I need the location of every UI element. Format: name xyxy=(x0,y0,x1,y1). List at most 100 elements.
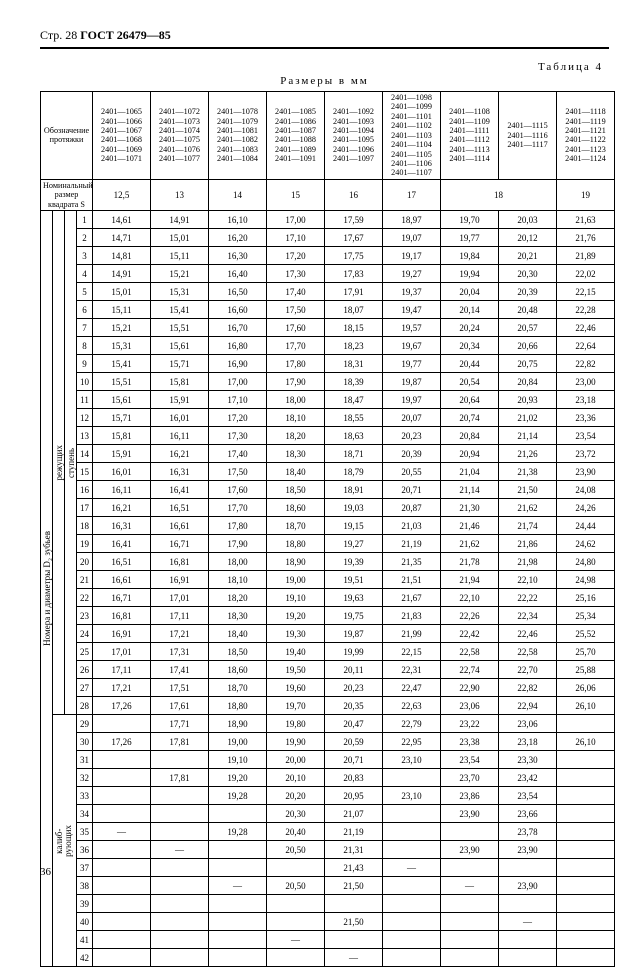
data-cell: 17,51 xyxy=(151,679,209,697)
row-number: 25 xyxy=(77,643,93,661)
row-number: 19 xyxy=(77,535,93,553)
table-row: 2517,0117,3118,5019,4019,9922,1522,5822,… xyxy=(41,643,615,661)
data-cell: 22,64 xyxy=(557,337,615,355)
data-cell: 21,38 xyxy=(499,463,557,481)
data-cell: 18,47 xyxy=(325,391,383,409)
data-cell xyxy=(557,931,615,949)
data-cell: 16,51 xyxy=(151,499,209,517)
data-cell: 18,80 xyxy=(209,697,267,715)
data-cell: 19,84 xyxy=(441,247,499,265)
data-cell: 17,26 xyxy=(93,733,151,751)
data-cell: 18,07 xyxy=(325,301,383,319)
data-cell: 17,21 xyxy=(93,679,151,697)
data-cell xyxy=(151,877,209,895)
data-cell: 20,66 xyxy=(499,337,557,355)
data-cell: 22,26 xyxy=(441,607,499,625)
data-cell: 19,17 xyxy=(383,247,441,265)
data-cell: 20,55 xyxy=(383,463,441,481)
data-cell: 20,24 xyxy=(441,319,499,337)
data-table: Обозначение протяжки 2401—1065 2401—1066… xyxy=(40,91,615,967)
data-cell: 20,50 xyxy=(267,877,325,895)
data-cell: 19,67 xyxy=(383,337,441,355)
data-cell: 19,27 xyxy=(325,535,383,553)
data-cell: 17,70 xyxy=(267,337,325,355)
data-cell: 15,61 xyxy=(151,337,209,355)
data-cell: 22,42 xyxy=(441,625,499,643)
table-row: 1215,7116,0117,2018,1018,5520,0720,7421,… xyxy=(41,409,615,427)
data-cell: 17,61 xyxy=(151,697,209,715)
page-header: Стр. 28 ГОСТ 26479—85 xyxy=(40,28,609,43)
size-cell: 16 xyxy=(325,179,383,210)
data-cell: 18,79 xyxy=(325,463,383,481)
data-cell: 17,20 xyxy=(209,409,267,427)
data-cell: 21,07 xyxy=(325,805,383,823)
data-cell: 20,34 xyxy=(441,337,499,355)
table-row: 2617,1117,4118,6019,5020,1122,3122,7422,… xyxy=(41,661,615,679)
data-cell: 23,90 xyxy=(499,877,557,895)
row-number: 23 xyxy=(77,607,93,625)
data-cell xyxy=(383,931,441,949)
designation-cell: 2401—1078 2401—1079 2401—1081 2401—1082 … xyxy=(209,92,267,180)
data-cell: 26,06 xyxy=(557,679,615,697)
data-cell: 23,66 xyxy=(499,805,557,823)
data-cell: 15,11 xyxy=(93,301,151,319)
data-cell: 17,40 xyxy=(267,283,325,301)
table-row: 3319,2820,2020,9523,1023,8623,54 xyxy=(41,787,615,805)
data-cell: 21,62 xyxy=(499,499,557,517)
data-cell xyxy=(557,769,615,787)
size-cell: 13 xyxy=(151,179,209,210)
data-cell: 19,80 xyxy=(267,715,325,733)
table-row: 915,4115,7116,9017,8018,3119,7720,4420,7… xyxy=(41,355,615,373)
table-row: 2016,5116,8118,0018,9019,3921,3521,7821,… xyxy=(41,553,615,571)
data-cell: 23,54 xyxy=(499,787,557,805)
data-cell: 18,70 xyxy=(267,517,325,535)
data-cell xyxy=(557,913,615,931)
data-cell: 16,71 xyxy=(93,589,151,607)
table-row: 36—20,5021,3123,9023,90 xyxy=(41,841,615,859)
data-cell: 23,72 xyxy=(557,445,615,463)
data-cell: 18,40 xyxy=(267,463,325,481)
side-label-outer: Номера и диаметры D₂ зубьев xyxy=(41,211,53,967)
data-cell: 20,23 xyxy=(325,679,383,697)
table-row: 3119,1020,0020,7123,1023,5423,30 xyxy=(41,751,615,769)
data-cell: 20,64 xyxy=(441,391,499,409)
data-cell: 18,20 xyxy=(209,589,267,607)
data-cell: 20,30 xyxy=(267,805,325,823)
data-cell xyxy=(383,769,441,787)
data-cell: 17,30 xyxy=(209,427,267,445)
data-cell xyxy=(383,877,441,895)
table-row: 214,7115,0116,2017,1017,6719,0719,7720,1… xyxy=(41,229,615,247)
table-row: 615,1115,4116,6017,5018,0719,4720,1420,4… xyxy=(41,301,615,319)
data-cell: 22,63 xyxy=(383,697,441,715)
data-cell: 18,40 xyxy=(209,625,267,643)
row-number: 5 xyxy=(77,283,93,301)
data-cell: 17,10 xyxy=(267,229,325,247)
designation-cell: 2401—1085 2401—1086 2401—1087 2401—1088 … xyxy=(267,92,325,180)
data-cell: 19,75 xyxy=(325,607,383,625)
data-cell: 21,98 xyxy=(499,553,557,571)
row-number: 40 xyxy=(77,913,93,931)
data-cell: 19,60 xyxy=(267,679,325,697)
data-cell: — xyxy=(267,931,325,949)
row-number: 18 xyxy=(77,517,93,535)
data-cell: 19,77 xyxy=(383,355,441,373)
data-cell: 21,94 xyxy=(441,571,499,589)
data-cell xyxy=(93,949,151,967)
table-row: 815,3115,6116,8017,7018,2319,6720,3420,6… xyxy=(41,337,615,355)
data-cell: 19,77 xyxy=(441,229,499,247)
data-cell: 16,81 xyxy=(93,607,151,625)
data-cell: 16,61 xyxy=(93,571,151,589)
data-cell: 15,51 xyxy=(93,373,151,391)
data-cell: 15,41 xyxy=(151,301,209,319)
table-row: 1315,8116,1117,3018,2018,6320,2320,8421,… xyxy=(41,427,615,445)
data-cell: 18,31 xyxy=(325,355,383,373)
data-cell: 18,90 xyxy=(209,715,267,733)
row-number: 1 xyxy=(77,211,93,229)
table-row: 2116,6116,9118,1019,0019,5121,5121,9422,… xyxy=(41,571,615,589)
data-cell: 19,39 xyxy=(325,553,383,571)
data-cell: 16,11 xyxy=(93,481,151,499)
data-cell xyxy=(499,895,557,913)
table-row: 715,2115,5116,7017,6018,1519,5720,2420,5… xyxy=(41,319,615,337)
data-cell: 16,20 xyxy=(209,229,267,247)
data-cell xyxy=(209,841,267,859)
